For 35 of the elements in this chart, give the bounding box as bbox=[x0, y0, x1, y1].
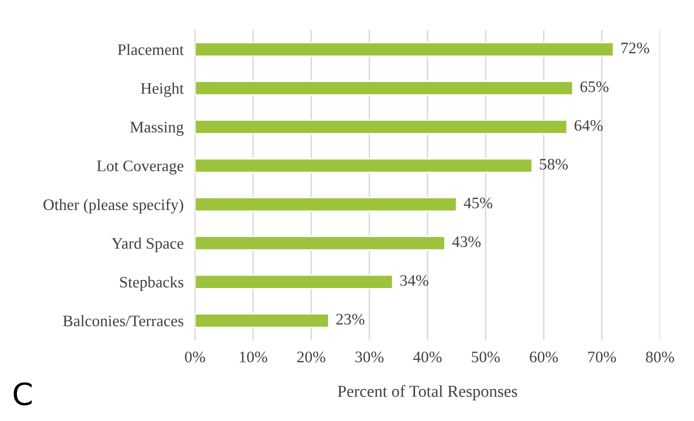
x-tick-label: 70% bbox=[588, 352, 616, 362]
y-tick-label: Yard Space bbox=[112, 238, 184, 252]
data-label: 45% bbox=[464, 198, 492, 208]
x-axis-title: Percent of Total Responses bbox=[338, 385, 518, 400]
y-tick-label: Placement bbox=[118, 44, 184, 56]
y-tick-label: Other (please specify) bbox=[44, 198, 184, 214]
x-tick-label: 30% bbox=[356, 352, 384, 362]
x-tick-label: 40% bbox=[413, 352, 442, 362]
y-tick-label: Lot Coverage bbox=[96, 160, 184, 175]
bar bbox=[195, 313, 330, 328]
data-label: 65% bbox=[580, 81, 608, 92]
bar bbox=[195, 236, 446, 251]
bar bbox=[195, 119, 568, 134]
y-tick-label: Stepbacks bbox=[120, 276, 184, 291]
data-label: 58% bbox=[540, 158, 568, 170]
bar bbox=[195, 158, 533, 174]
x-tick-label: 50% bbox=[472, 352, 500, 362]
data-label: 72% bbox=[622, 42, 650, 54]
data-label: 23% bbox=[336, 314, 364, 325]
x-tick-label: 60% bbox=[530, 352, 558, 362]
x-tick-label: 10% bbox=[240, 352, 268, 362]
bar bbox=[195, 274, 394, 290]
y-tick-label: Height bbox=[140, 82, 184, 98]
bar bbox=[195, 42, 614, 57]
bar bbox=[195, 196, 458, 212]
text: C bbox=[14, 382, 32, 406]
data-label: 34% bbox=[400, 275, 428, 286]
x-tick-label: 20% bbox=[297, 352, 326, 362]
y-tick-label: Massing bbox=[130, 122, 184, 136]
x-tick-label: 0% bbox=[184, 352, 206, 362]
data-label: 64% bbox=[574, 120, 603, 131]
data-label: 43% bbox=[452, 236, 481, 248]
bar bbox=[195, 80, 574, 96]
x-tick-label: 80% bbox=[646, 352, 674, 362]
y-tick-label: Balconies/Terraces bbox=[63, 315, 184, 326]
